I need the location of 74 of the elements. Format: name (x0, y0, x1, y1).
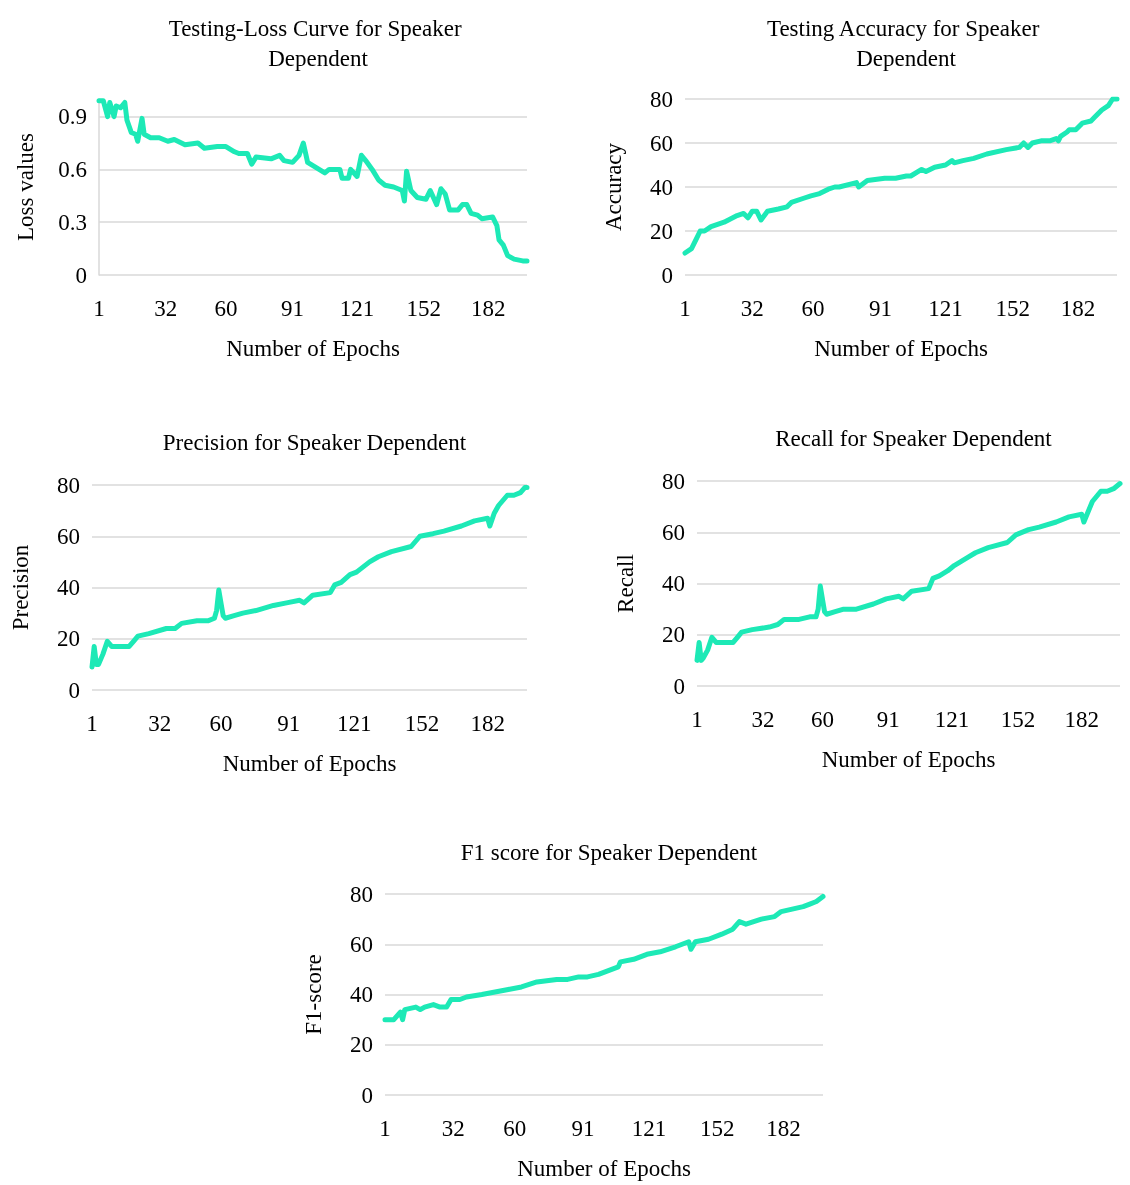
y-tick-label: 20 (662, 622, 685, 648)
y-tick-label: 20 (350, 1032, 373, 1058)
x-tick-label: 32 (751, 707, 775, 732)
y-tick-label: 0 (361, 1082, 373, 1108)
x-tick-label: 1 (679, 296, 691, 321)
y-tick-label: 40 (650, 174, 673, 200)
chart-title: Recall for Speaker Dependent (775, 425, 1053, 451)
x-tick-label: 1 (691, 707, 703, 732)
x-tick-label: 152 (1000, 707, 1036, 732)
x-axis-title: Number of Epochs (222, 751, 397, 776)
x-axis-title: Number of Epochs (821, 747, 996, 772)
x-tick-label: 1 (93, 296, 105, 321)
chart-title: F1 score for Speaker Dependent (460, 839, 758, 865)
x-tick-label: 60 (209, 711, 233, 736)
x-tick-label: 91 (876, 707, 900, 732)
y-tick-label: 80 (650, 86, 673, 112)
x-tick-label: 1 (86, 711, 98, 736)
y-tick-label: 0 (75, 262, 87, 288)
x-tick-label: 182 (471, 296, 506, 321)
y-tick-label: 0 (661, 262, 673, 288)
x-tick-label: 182 (1064, 707, 1099, 732)
y-tick-label: 60 (350, 931, 373, 957)
x-tick-label: 152 (406, 296, 442, 321)
y-tick-label: 40 (662, 571, 685, 596)
x-axis-title: Number of Epochs (226, 336, 400, 361)
x-tick-label: 152 (404, 711, 440, 736)
y-tick-label: 0 (673, 673, 685, 699)
x-tick-label: 60 (801, 296, 825, 321)
x-tick-label: 32 (740, 296, 764, 321)
x-tick-label: 1 (379, 1116, 391, 1141)
y-axis-title: Recall (613, 554, 638, 613)
y-tick-label: 0.6 (58, 156, 87, 182)
y-tick-label: 80 (350, 881, 373, 907)
y-axis-title: Accuracy (601, 142, 626, 232)
x-tick-label: 91 (281, 296, 305, 321)
y-tick-label: 60 (662, 519, 685, 545)
y-tick-label: 0.9 (58, 104, 87, 130)
x-tick-label: 60 (214, 296, 238, 321)
x-tick-label: 91 (571, 1116, 595, 1141)
x-tick-label: 152 (995, 296, 1031, 321)
x-tick-label: 121 (337, 711, 372, 736)
x-tick-label: 182 (470, 711, 505, 736)
y-axis-title: Precision (8, 544, 33, 631)
x-tick-label: 121 (934, 707, 970, 732)
y-axis-title: Loss values (13, 132, 38, 241)
x-axis-title: Number of Epochs (517, 1156, 691, 1181)
x-tick-label: 182 (766, 1116, 801, 1141)
x-tick-label: 121 (339, 296, 375, 321)
y-tick-label: 60 (650, 130, 673, 156)
x-tick-label: 32 (148, 711, 172, 736)
x-tick-label: 32 (154, 296, 178, 321)
y-tick-label: 20 (650, 218, 673, 244)
chart-title: Precision for Speaker Dependent (162, 429, 467, 455)
y-tick-label: 40 (57, 575, 80, 600)
x-tick-label: 32 (441, 1116, 465, 1141)
x-tick-label: 152 (700, 1116, 735, 1141)
y-tick-label: 80 (662, 468, 685, 494)
y-tick-label: 60 (57, 523, 80, 549)
y-tick-label: 0 (68, 677, 80, 703)
x-tick-label: 121 (631, 1116, 667, 1141)
y-tick-label: 20 (57, 626, 80, 652)
chart-title: Testing-Loss Curve for Speaker Dependent (168, 15, 468, 71)
y-axis-title: F1-score (301, 954, 326, 1035)
x-tick-label: 91 (868, 296, 892, 321)
x-tick-label: 91 (277, 711, 301, 736)
y-tick-label: 80 (57, 472, 80, 498)
y-tick-label: 40 (350, 982, 373, 1007)
x-tick-label: 121 (928, 296, 963, 321)
x-tick-label: 182 (1060, 296, 1096, 321)
x-tick-label: 60 (810, 707, 834, 732)
x-tick-label: 60 (503, 1116, 527, 1141)
x-axis-title: Number of Epochs (814, 336, 988, 361)
chart-title: Testing Accuracy for Speaker Dependent (766, 15, 1046, 71)
y-tick-label: 0.3 (58, 209, 87, 235)
